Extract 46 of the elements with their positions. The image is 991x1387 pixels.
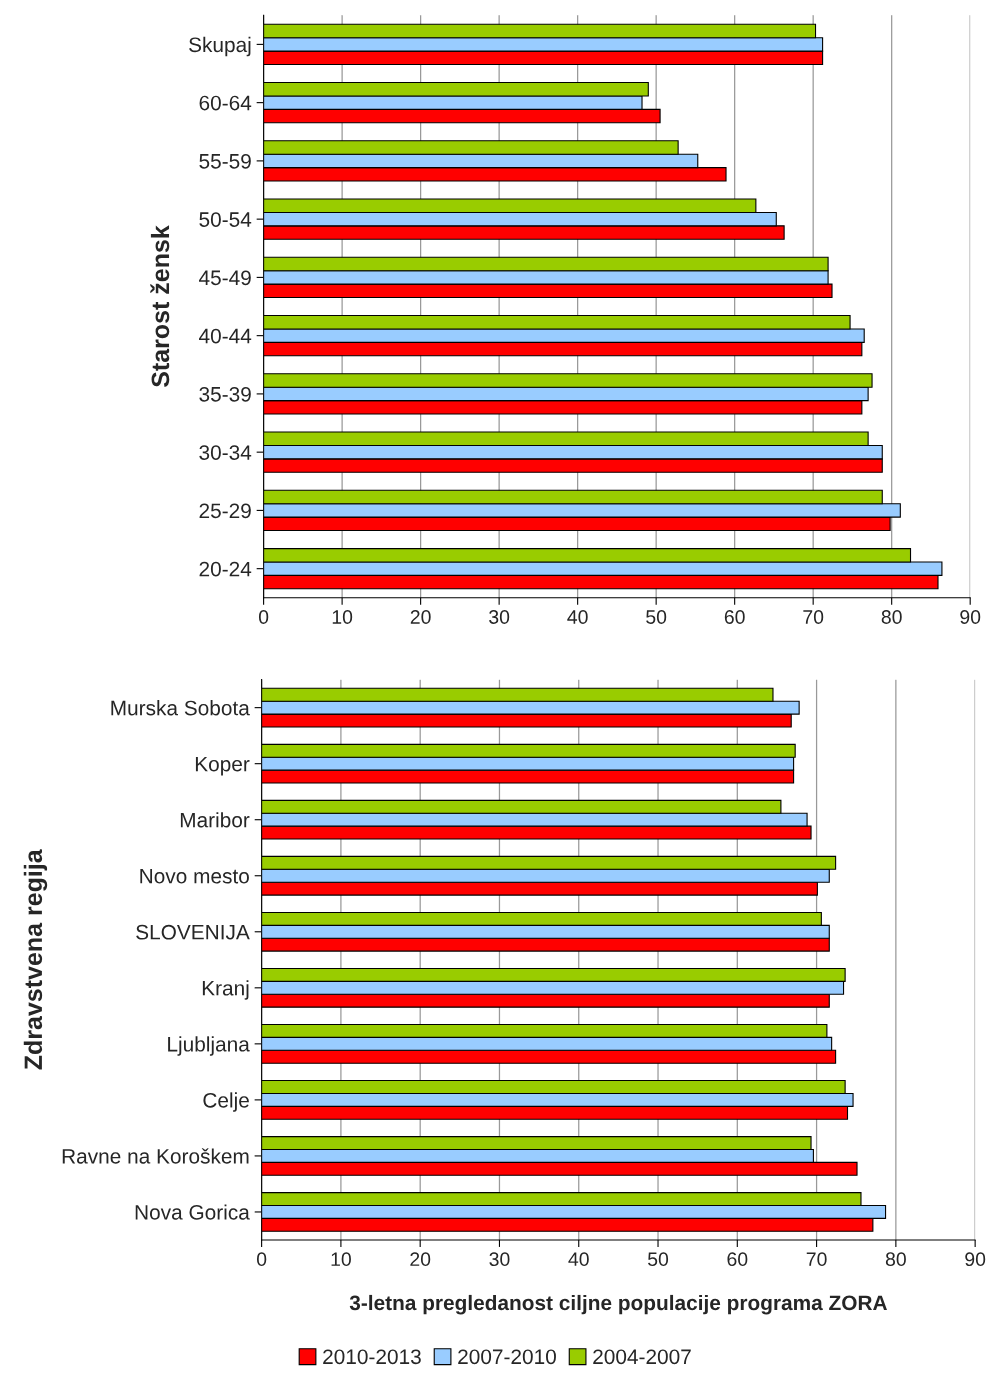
x-tick-label: 80	[885, 1252, 906, 1267]
y-tick-label: 25-29	[199, 503, 251, 519]
y-tick-label: Skupaj	[189, 36, 251, 57]
y-tick-label: SLOVENIJA	[136, 924, 250, 940]
legend-label: 2004-2007	[593, 1349, 691, 1365]
x-tick-label: 80	[881, 610, 902, 624]
x-tick-label: 50	[647, 1252, 669, 1267]
x-tick-label: 60	[727, 1252, 748, 1267]
y-tick-label: 50-54	[199, 212, 252, 227]
y-axis-title: Starost žensk	[150, 225, 170, 388]
y-tick-label: 55-59	[199, 153, 251, 169]
y-tick-label: 60-64	[199, 95, 252, 111]
x-tick-label: 40	[568, 1252, 589, 1267]
legend-label: 2010-2013	[323, 1349, 421, 1365]
x-axis-title: 3-letna pregledanost ciljne populacije programa ZORA	[349, 1294, 887, 1315]
y-tick-label: Nova Gorica	[135, 1204, 250, 1220]
y-axis-title: Zdravstvena regija	[23, 849, 48, 1070]
y-tick-label: Murska Sobota	[111, 700, 250, 716]
x-tick-label: 70	[806, 1252, 827, 1267]
legend-label: 2007-2010	[458, 1349, 556, 1365]
y-tick-label: Maribor	[180, 812, 250, 828]
y-tick-label: 40-44	[199, 328, 252, 344]
x-tick-label: 0	[258, 610, 269, 624]
x-tick-label: 20	[410, 610, 431, 624]
y-tick-label: Ljubljana	[168, 1036, 250, 1056]
y-tick-label: Kranj	[202, 980, 249, 1000]
x-tick-label: 50	[646, 610, 667, 624]
x-tick-label: 30	[489, 610, 510, 624]
x-tick-label: 10	[331, 1252, 351, 1267]
x-tick-label: 30	[489, 1252, 510, 1267]
x-tick-label: 0	[256, 1252, 267, 1267]
y-tick-label: 20-24	[199, 561, 252, 577]
y-tick-label: Koper	[195, 756, 250, 776]
x-tick-label: 70	[803, 610, 824, 624]
x-tick-label: 10	[332, 610, 353, 624]
x-tick-label: 90	[960, 610, 981, 624]
y-tick-label: 35-39	[199, 386, 251, 402]
x-tick-label: 40	[567, 610, 588, 624]
y-tick-label: 30-34	[199, 445, 252, 460]
x-tick-label: 60	[724, 610, 745, 624]
y-tick-label: 45-49	[199, 270, 251, 286]
x-tick-label: 90	[965, 1252, 986, 1267]
y-tick-label: Ravne na Koroškem	[62, 1148, 249, 1164]
y-tick-label: Novo mesto	[140, 868, 249, 884]
y-tick-label: Celje	[203, 1092, 249, 1112]
x-tick-label: 20	[410, 1252, 431, 1267]
